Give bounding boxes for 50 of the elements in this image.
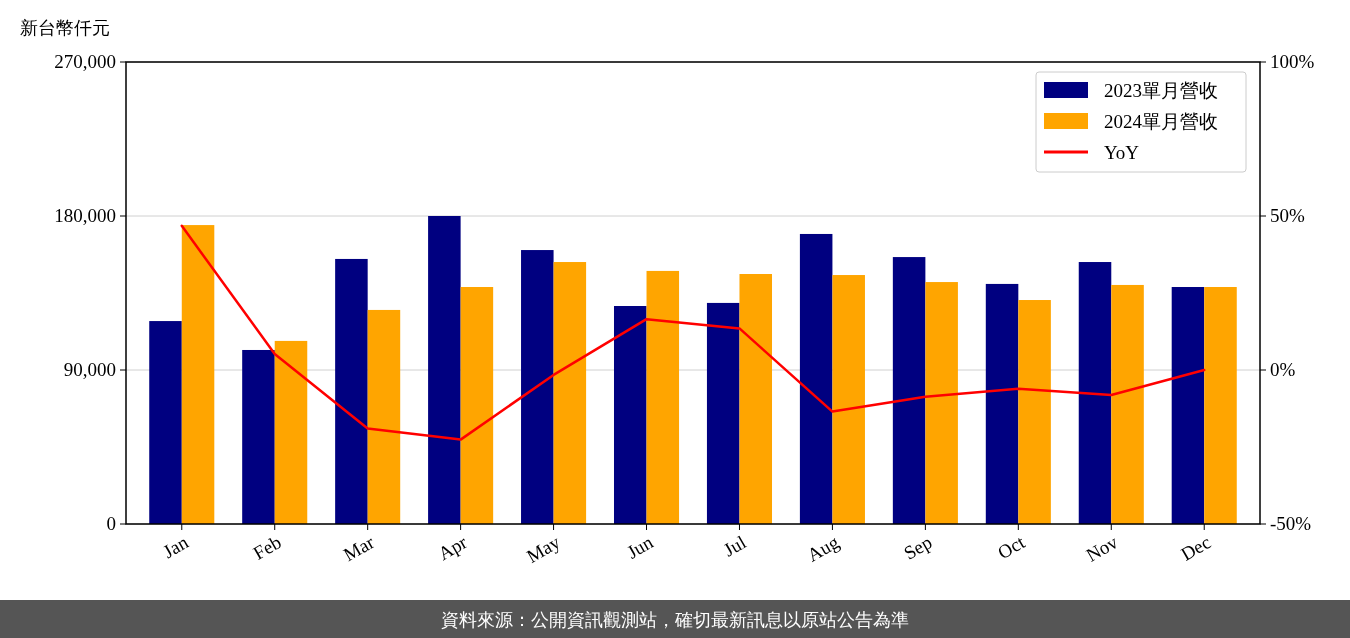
x-tick-label: Jun — [623, 531, 657, 563]
bar — [832, 275, 865, 524]
y2-tick-label: 50% — [1270, 205, 1305, 226]
line-series — [180, 224, 1206, 441]
y2-tick-label: 0% — [1270, 359, 1296, 380]
y2-tick-label: -50% — [1270, 513, 1312, 534]
legend-label: YoY — [1104, 142, 1140, 163]
y-tick-label: 90,000 — [63, 359, 116, 380]
bar — [799, 233, 833, 524]
bar — [553, 262, 587, 524]
y-axis-title: 新台幣仟元 — [20, 17, 110, 38]
y2-tick-label: 100% — [1270, 51, 1315, 72]
x-tick-label: Dec — [1177, 531, 1215, 565]
bar — [706, 302, 740, 524]
bar — [646, 270, 680, 524]
x-tick-label: Sep — [900, 531, 936, 564]
x-tick-label: Oct — [994, 530, 1029, 564]
bar — [1018, 300, 1051, 524]
bar — [985, 283, 1019, 524]
bar — [460, 287, 494, 524]
bar — [925, 282, 958, 524]
bar — [1078, 262, 1112, 524]
x-tick-label: Nov — [1082, 531, 1122, 566]
bar — [1111, 284, 1144, 524]
bar — [739, 274, 773, 524]
x-tick-label: Jul — [719, 531, 750, 561]
bar — [1204, 287, 1237, 524]
bar — [892, 257, 926, 524]
y-tick-label: 0 — [106, 513, 116, 534]
bar — [181, 225, 215, 524]
bar — [367, 309, 401, 524]
bar — [1171, 287, 1205, 524]
x-tick-label: Apr — [434, 530, 472, 565]
source-note: 資料來源：公開資訊觀測站，確切最新訊息以原站公告為準 — [441, 609, 909, 630]
bar — [335, 258, 368, 524]
x-tick-label: Mar — [339, 530, 379, 566]
legend-label: 2024單月營收 — [1104, 111, 1218, 132]
x-tick-label: Jan — [159, 531, 193, 563]
y-tick-label: 270,000 — [54, 51, 116, 72]
x-tick-label: Aug — [803, 531, 843, 566]
bar — [613, 306, 647, 524]
bar — [274, 340, 308, 524]
bar — [242, 349, 275, 524]
y-tick-label: 180,000 — [54, 205, 116, 226]
x-tick-label: Feb — [249, 531, 285, 564]
bar — [521, 250, 554, 524]
legend-label: 2023單月營收 — [1104, 80, 1218, 101]
bar — [428, 216, 461, 524]
x-tick-label: May — [522, 531, 565, 567]
bar — [149, 321, 182, 524]
